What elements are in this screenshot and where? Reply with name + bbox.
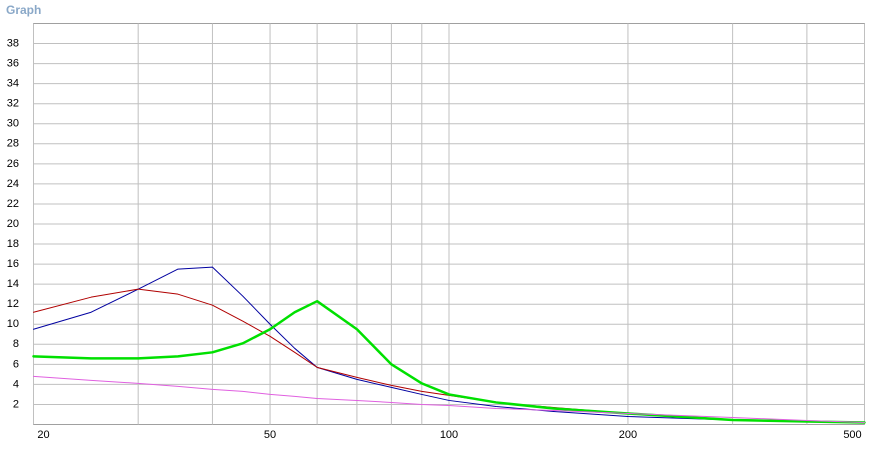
y-tick-label: 12 — [7, 298, 19, 310]
y-tick-label: 22 — [7, 198, 19, 210]
y-tick-label: 28 — [7, 138, 19, 150]
y-tick-label: 2 — [13, 398, 19, 410]
x-tick-label: 200 — [619, 429, 637, 441]
y-tick-label: 32 — [7, 98, 19, 110]
y-tick-label: 30 — [7, 118, 19, 130]
y-tick-label: 36 — [7, 58, 19, 70]
y-tick-label: 20 — [7, 218, 19, 230]
y-tick-label: 6 — [13, 358, 19, 370]
y-tick-label: 14 — [7, 278, 19, 290]
y-tick-label: 10 — [7, 318, 19, 330]
chart-title: Graph — [6, 3, 41, 17]
y-tick-label: 8 — [13, 338, 19, 350]
y-tick-label: 24 — [7, 178, 19, 190]
y-tick-label: 16 — [7, 258, 19, 270]
line-series — [33, 266, 865, 423]
y-tick-label: 26 — [7, 158, 19, 170]
line-series — [33, 375, 865, 423]
x-tick-label: 50 — [264, 429, 276, 441]
y-tick-label: 4 — [13, 378, 19, 390]
x-tick-label: 100 — [440, 429, 458, 441]
y-tick-label: 18 — [7, 238, 19, 250]
y-tick-label: 38 — [7, 37, 19, 49]
x-tick-label: 20 — [37, 429, 49, 441]
y-tick-label: 34 — [7, 78, 19, 90]
x-tick-label: 500 — [843, 429, 861, 441]
